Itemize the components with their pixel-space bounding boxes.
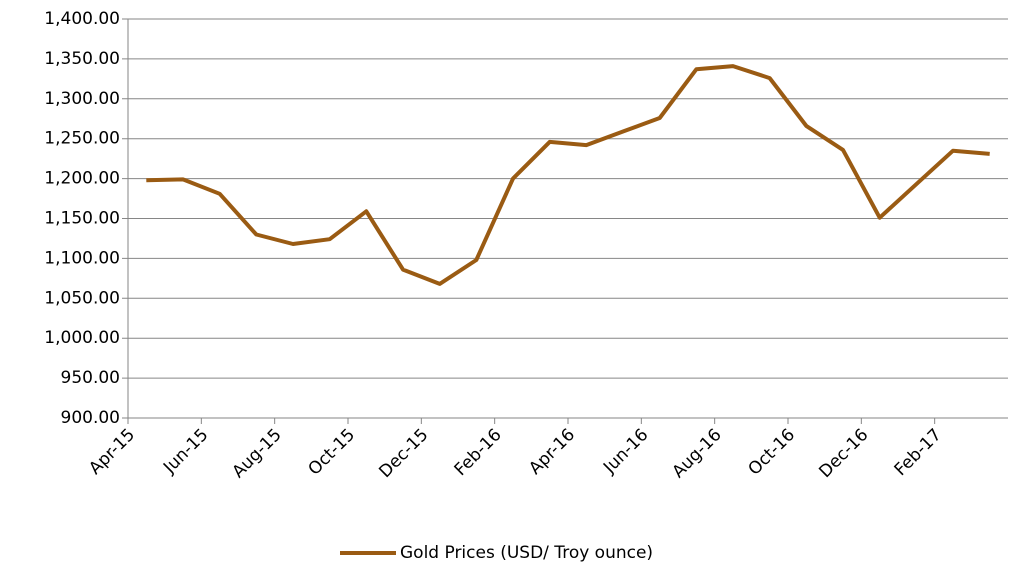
y-tick-label: 1,400.00 [44, 9, 120, 29]
data-line [146, 64, 990, 286]
x-tick-label: Jun-16 [599, 425, 652, 478]
y-tick-label: 1,350.00 [44, 49, 120, 69]
y-tick-label: 1,250.00 [44, 129, 120, 149]
y-tick-label: 1,100.00 [44, 248, 120, 268]
x-tick-label: Dec-15 [375, 425, 432, 482]
x-tick-label: Aug-16 [668, 425, 725, 482]
x-tick-label: Feb-17 [891, 425, 946, 480]
y-tick-label: 1,050.00 [44, 288, 120, 308]
legend: Gold Prices (USD/ Troy ounce) [340, 543, 653, 563]
x-tick-label: Oct-15 [305, 425, 360, 480]
y-tick-label: 950.00 [61, 368, 120, 388]
y-tick-label: 1,300.00 [44, 89, 120, 109]
x-tick-label: Dec-16 [815, 425, 872, 482]
y-tick-label: 900.00 [61, 408, 120, 428]
x-tick-label: Oct-16 [745, 425, 800, 480]
y-tick-label: 1,000.00 [44, 328, 120, 348]
x-tick-label: Apr-16 [525, 425, 579, 479]
y-tick-label: 1,150.00 [44, 209, 120, 229]
y-tick-label: 1,200.00 [44, 169, 120, 189]
x-tick-label: Aug-15 [228, 425, 285, 482]
legend-label: Gold Prices (USD/ Troy ounce) [400, 543, 653, 563]
x-tick-label: Apr-15 [85, 425, 139, 479]
x-tick-label: Jun-15 [159, 425, 212, 478]
x-tick-label: Feb-16 [451, 425, 506, 480]
